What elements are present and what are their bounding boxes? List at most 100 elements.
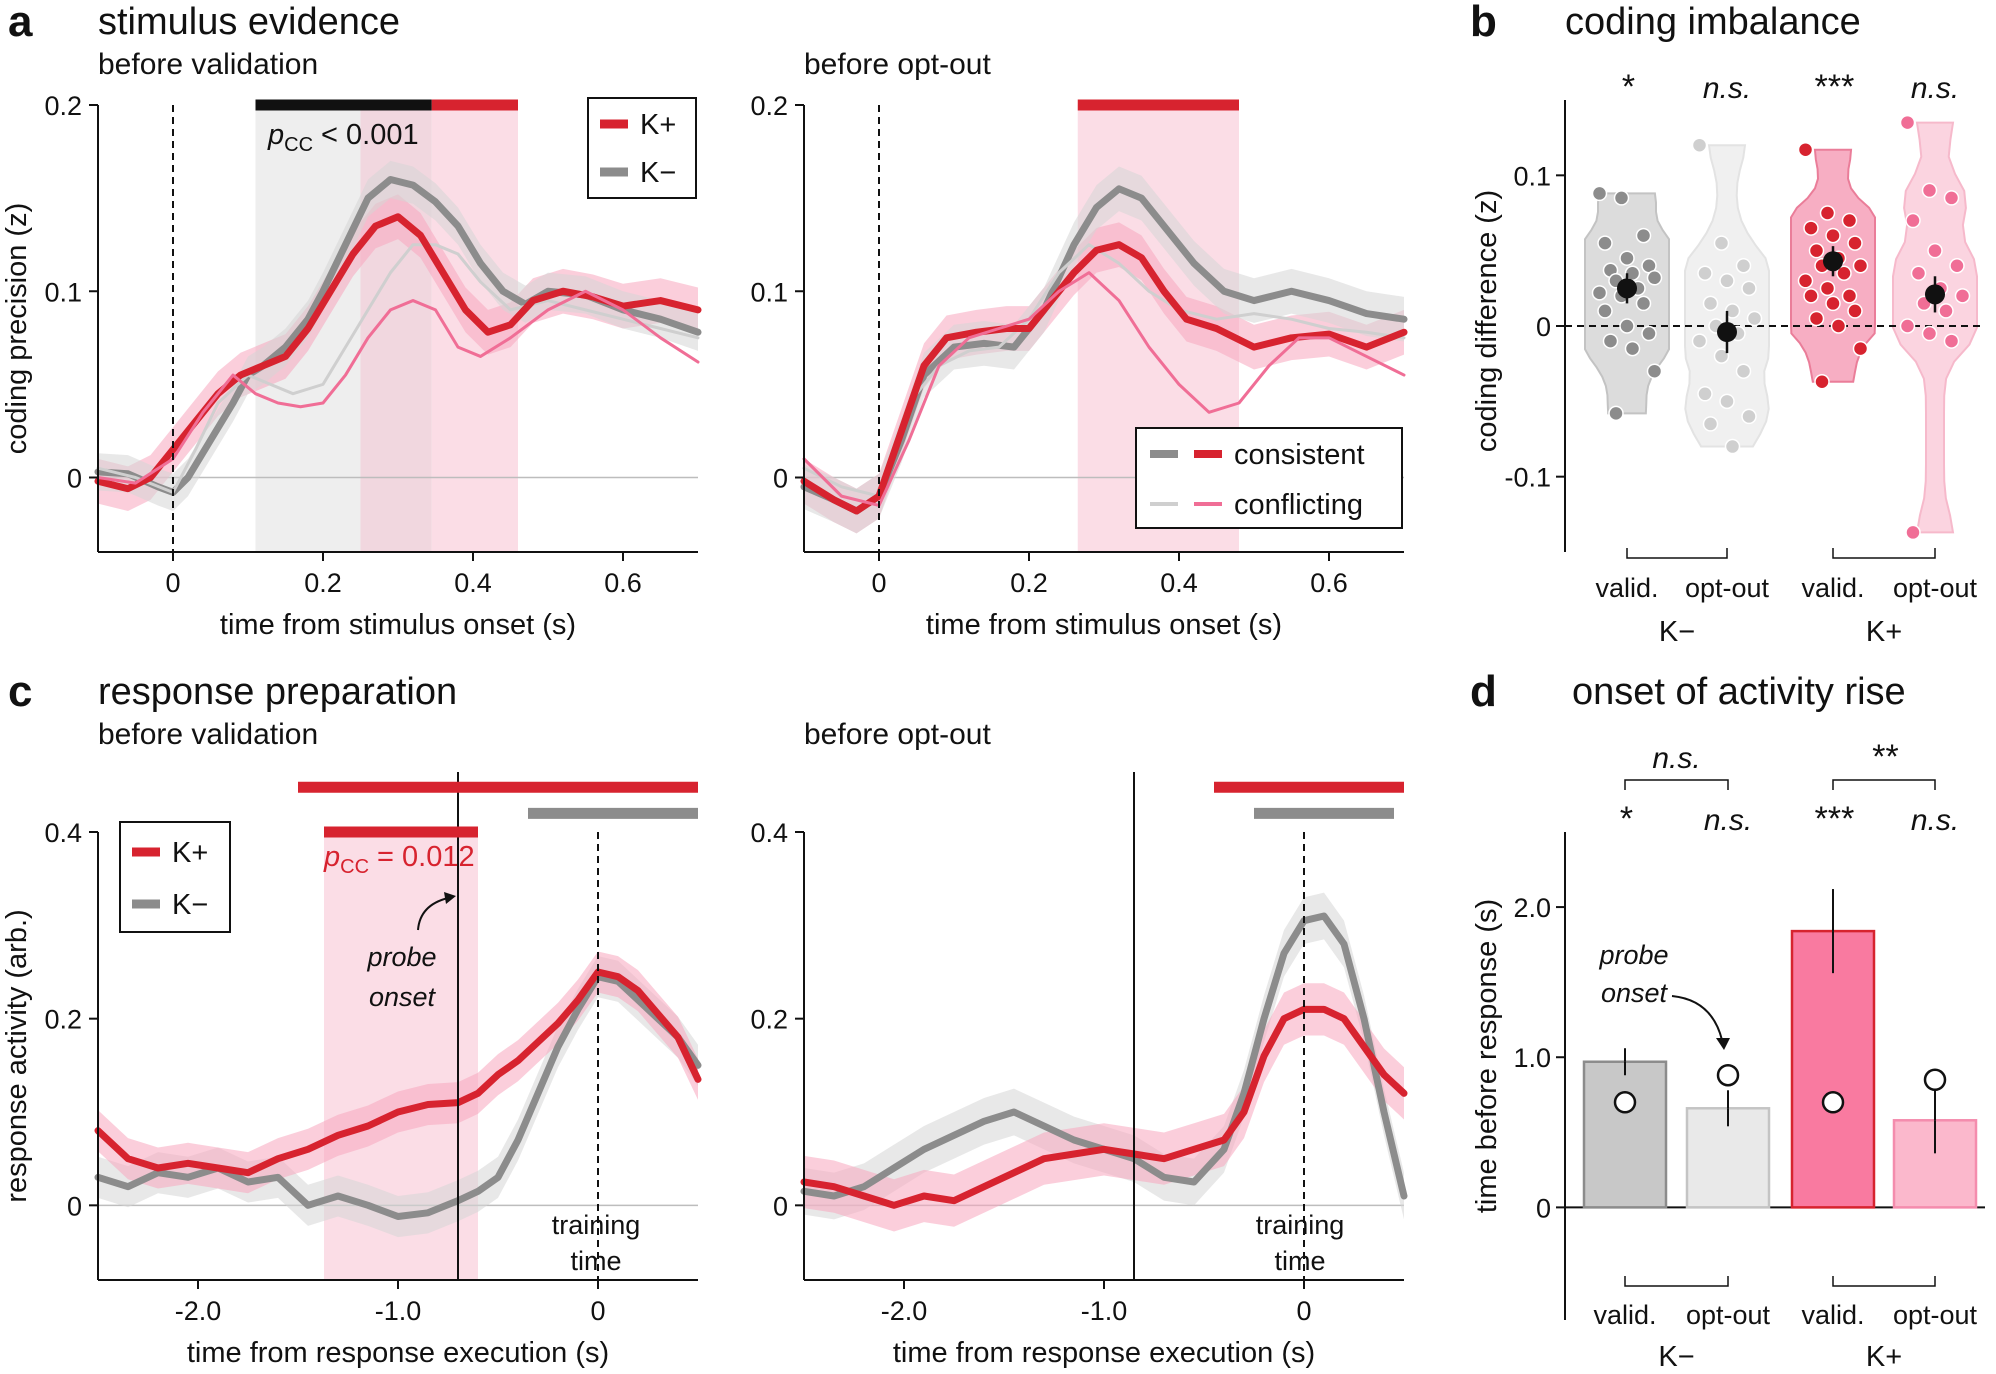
chart-c-left: -2.0 -1.0 0 0 0.2 0.4 time from response execu… bbox=[1, 772, 702, 1369]
y-tick-label: 0.2 bbox=[44, 91, 82, 121]
probe-onset-annotation-c: probe onset bbox=[366, 892, 456, 1012]
data-point bbox=[1602, 333, 1619, 349]
data-point bbox=[1719, 273, 1735, 289]
y-tick-label: 0 bbox=[67, 1191, 82, 1221]
legend-kplus-a: K+ bbox=[640, 109, 676, 141]
group-label: K− bbox=[1659, 616, 1695, 648]
data-point bbox=[1927, 242, 1943, 259]
y-tick-label: 0.4 bbox=[44, 818, 82, 848]
subtitle-a-left: before validation bbox=[98, 48, 318, 81]
error-band bbox=[804, 983, 1404, 1232]
y-tick-label: 0.4 bbox=[750, 818, 788, 848]
x-tick-label: 0.6 bbox=[1310, 568, 1348, 598]
legend-a-right: consistent conflicting bbox=[1135, 427, 1403, 529]
chart-d: * valid. n.s. opt-out *** valid. n.s. opt-out n.… bbox=[1471, 738, 1985, 1373]
probe-onset-marker bbox=[1613, 1091, 1637, 1114]
data-point bbox=[1635, 227, 1652, 244]
probe-onset-d-line1: probe bbox=[1598, 940, 1668, 970]
significance-label: n.s. bbox=[1704, 804, 1752, 837]
data-point bbox=[1921, 182, 1938, 199]
training-time-c-right: training time bbox=[1256, 1210, 1345, 1276]
panel-title-c: response preparation bbox=[98, 671, 457, 713]
legend-kminus-a: K− bbox=[640, 157, 676, 189]
data-point bbox=[1803, 220, 1819, 236]
data-point bbox=[1702, 416, 1719, 432]
mean-marker bbox=[1617, 278, 1637, 299]
x-tick-label: 0 bbox=[1296, 1296, 1311, 1326]
data-point bbox=[1697, 386, 1713, 402]
series-line-kplus_consistent bbox=[800, 1005, 1408, 1209]
x-tick-label: 0 bbox=[871, 568, 886, 598]
x-tick-label: 0.4 bbox=[454, 568, 492, 598]
group-bracket bbox=[1832, 1276, 1936, 1287]
svg-text:pCC= 0.012: pCC = 0.012 bbox=[323, 841, 475, 878]
data-point bbox=[1691, 137, 1708, 153]
legend-a-left: K+ K− bbox=[587, 97, 697, 199]
pair-bracket bbox=[1624, 779, 1729, 790]
data-point bbox=[1735, 257, 1752, 274]
data-point bbox=[1852, 257, 1869, 274]
y-tick-label: 0 bbox=[1536, 312, 1551, 342]
chart-a-left: 0 0.2 0.4 0.6 0 0.1 0.2 time from stimulus onse… bbox=[1, 91, 702, 641]
data-point bbox=[1735, 363, 1752, 379]
data-point bbox=[1635, 295, 1652, 312]
y-tick-label: 0 bbox=[67, 464, 82, 494]
data-point bbox=[1713, 235, 1730, 251]
y-axis-label: time before response (s) bbox=[1471, 899, 1503, 1213]
data-point bbox=[1797, 273, 1814, 289]
data-point bbox=[1943, 333, 1960, 349]
data-point bbox=[1741, 408, 1757, 425]
significance-label: n.s. bbox=[1703, 72, 1751, 105]
data-point bbox=[1949, 257, 1965, 274]
data-point bbox=[1905, 524, 1921, 541]
probe-onset-marker bbox=[1923, 1068, 1947, 1092]
x-axis-label: time from response execution (s) bbox=[187, 1337, 609, 1369]
y-tick-label: 0.2 bbox=[44, 1005, 82, 1035]
training-time-c-left-1: training bbox=[552, 1210, 641, 1240]
y-tick-label: 2.0 bbox=[1513, 893, 1551, 923]
data-point bbox=[1847, 303, 1863, 319]
data-point bbox=[1619, 318, 1635, 334]
data-point bbox=[1921, 325, 1938, 342]
group-bracket bbox=[1832, 548, 1936, 559]
category-label: opt-out bbox=[1685, 573, 1770, 603]
error-band bbox=[98, 160, 698, 512]
pair-significance-label: n.s. bbox=[1652, 742, 1700, 775]
pcc-c-p: p bbox=[323, 841, 340, 873]
x-axis-label: time from response execution (s) bbox=[893, 1337, 1315, 1369]
y-tick-label: 0.2 bbox=[750, 1005, 788, 1035]
data-point bbox=[1613, 190, 1630, 206]
data-point bbox=[1899, 114, 1916, 131]
significance-label: *** bbox=[1813, 68, 1854, 106]
data-point bbox=[1591, 185, 1608, 202]
subtitle-a-right: before opt-out bbox=[804, 48, 991, 81]
panel-letter-b: b bbox=[1470, 0, 1497, 46]
x-tick-label: 0 bbox=[165, 568, 180, 598]
mean-marker bbox=[1925, 284, 1945, 305]
subtitle-c-right: before opt-out bbox=[804, 718, 991, 751]
panel-letter-c: c bbox=[8, 667, 32, 716]
pcc-a-sub: CC bbox=[284, 134, 313, 156]
category-label: opt-out bbox=[1686, 1300, 1771, 1330]
data-point bbox=[1724, 303, 1741, 319]
y-tick-label: -0.1 bbox=[1504, 463, 1551, 493]
data-point bbox=[1741, 280, 1757, 297]
x-tick-label: 0.2 bbox=[1010, 568, 1048, 598]
data-point bbox=[1597, 303, 1613, 319]
category-label: opt-out bbox=[1893, 1300, 1978, 1330]
chart-a-right: 0 0.2 0.4 0.6 0 0.1 0.2 time from stimulus onse… bbox=[750, 91, 1408, 641]
pcc-c-value: = 0.012 bbox=[377, 841, 475, 873]
probe-onset-marker bbox=[1821, 1091, 1845, 1114]
legend-conflicting: conflicting bbox=[1234, 489, 1363, 521]
bar bbox=[1582, 1060, 1668, 1209]
data-point bbox=[1910, 265, 1927, 282]
y-tick-label: 0.1 bbox=[44, 277, 82, 307]
data-point bbox=[1825, 295, 1841, 312]
data-point bbox=[1702, 295, 1719, 312]
data-point bbox=[1691, 333, 1708, 349]
legend-kplus-c: K+ bbox=[172, 837, 208, 869]
panel-title-a: stimulus evidence bbox=[98, 1, 400, 43]
y-axis-label: response activity (arb.) bbox=[1, 909, 33, 1202]
data-point bbox=[1803, 288, 1819, 304]
